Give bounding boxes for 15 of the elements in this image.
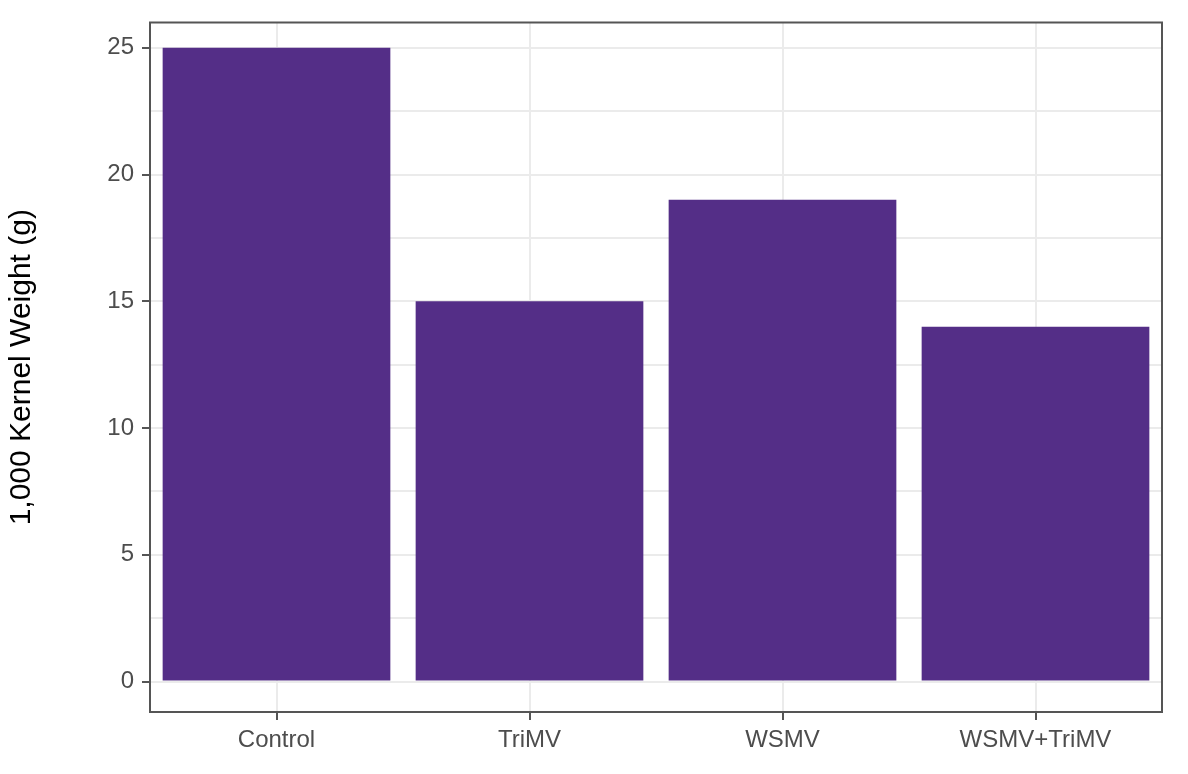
bar: [162, 47, 391, 681]
bar: [921, 326, 1150, 681]
y-tick-label: 5: [120, 539, 134, 567]
bar: [415, 301, 644, 681]
y-tick-label: 15: [107, 285, 134, 313]
x-tick-label: WSMV: [745, 725, 820, 753]
y-tick-label: 0: [120, 666, 134, 694]
y-axis-title: 1,000 Kernel Weight (g): [3, 209, 37, 526]
x-tick-label: Control: [237, 725, 316, 753]
x-tick-label: WSMV+TriMV: [959, 725, 1112, 753]
y-tick-label: 20: [107, 159, 134, 187]
bar: [668, 199, 897, 681]
y-tick-label: 10: [107, 412, 134, 440]
x-tick-label: TriMV: [497, 725, 562, 753]
y-tick-label: 25: [107, 32, 134, 60]
